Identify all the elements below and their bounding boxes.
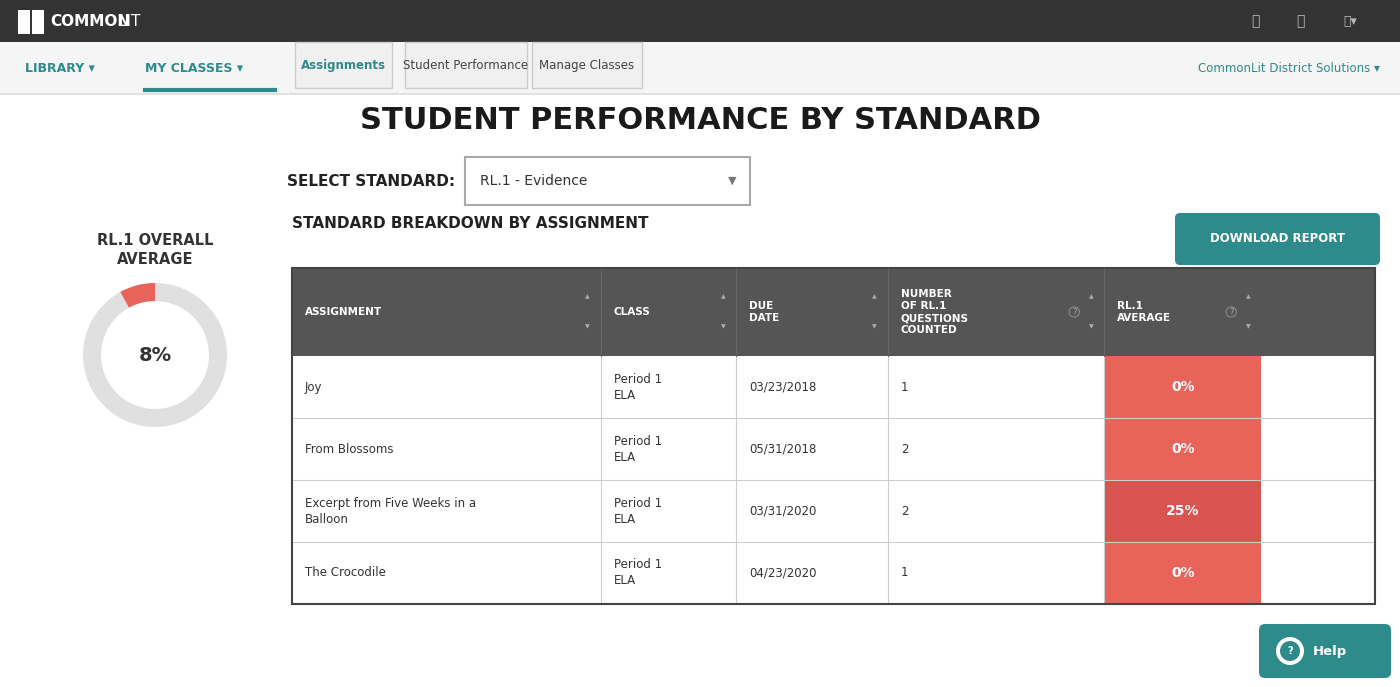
Text: Manage Classes: Manage Classes — [539, 58, 634, 71]
FancyBboxPatch shape — [18, 10, 29, 34]
Text: Help: Help — [1313, 644, 1347, 657]
Text: NUMBER
OF RL.1
QUESTIONS
COUNTED: NUMBER OF RL.1 QUESTIONS COUNTED — [900, 289, 969, 335]
FancyBboxPatch shape — [293, 268, 1375, 356]
Text: LIBRARY ▾: LIBRARY ▾ — [25, 62, 95, 74]
Text: 25%: 25% — [1166, 504, 1200, 518]
Text: MY CLASSES ▾: MY CLASSES ▾ — [146, 62, 244, 74]
Text: ▼: ▼ — [585, 324, 589, 330]
Text: 0%: 0% — [1170, 442, 1194, 456]
Text: ▲: ▲ — [585, 295, 589, 300]
Text: 2: 2 — [900, 442, 909, 455]
Text: ▲: ▲ — [872, 295, 876, 300]
Text: 05/31/2018: 05/31/2018 — [749, 442, 816, 455]
Text: Period 1
ELA: Period 1 ELA — [613, 434, 662, 464]
Circle shape — [101, 301, 209, 409]
Text: ▲: ▲ — [721, 295, 725, 300]
Text: Student Performance: Student Performance — [403, 58, 529, 71]
Text: 04/23/2020: 04/23/2020 — [749, 567, 816, 580]
Text: Period 1
ELA: Period 1 ELA — [613, 559, 662, 587]
Text: ASSIGNMENT: ASSIGNMENT — [305, 307, 382, 317]
FancyBboxPatch shape — [0, 42, 1400, 94]
Circle shape — [1275, 637, 1303, 665]
Text: Period 1
ELA: Period 1 ELA — [613, 497, 662, 526]
FancyBboxPatch shape — [293, 418, 1375, 480]
Text: ▼: ▼ — [1089, 324, 1093, 330]
FancyBboxPatch shape — [293, 542, 1375, 604]
Text: ▼: ▼ — [728, 176, 736, 186]
FancyBboxPatch shape — [0, 0, 1400, 42]
Text: ?: ? — [1072, 308, 1077, 317]
Text: Joy: Joy — [305, 381, 322, 394]
FancyBboxPatch shape — [1105, 418, 1261, 480]
Text: 1: 1 — [900, 567, 909, 580]
Text: CommonLit District Solutions ▾: CommonLit District Solutions ▾ — [1198, 62, 1380, 74]
Text: COMMON: COMMON — [50, 14, 130, 28]
FancyBboxPatch shape — [1105, 356, 1261, 418]
FancyBboxPatch shape — [32, 10, 43, 34]
Text: 03/23/2018: 03/23/2018 — [749, 381, 816, 394]
Text: 0%: 0% — [1170, 380, 1194, 394]
Text: RL.1
AVERAGE: RL.1 AVERAGE — [1117, 301, 1172, 323]
Text: 2: 2 — [900, 504, 909, 517]
FancyBboxPatch shape — [405, 42, 526, 88]
Text: ▼: ▼ — [872, 324, 876, 330]
Text: The Crocodile: The Crocodile — [305, 567, 386, 580]
Text: 🔍: 🔍 — [1250, 14, 1259, 28]
Text: RL.1 - Evidence: RL.1 - Evidence — [480, 174, 588, 188]
Text: ▼: ▼ — [1246, 324, 1250, 330]
Text: LIT: LIT — [119, 14, 141, 28]
FancyBboxPatch shape — [1259, 624, 1392, 678]
Text: 8%: 8% — [139, 346, 172, 365]
Text: 0%: 0% — [1170, 566, 1194, 580]
Text: ▲: ▲ — [1246, 295, 1250, 300]
FancyBboxPatch shape — [1105, 480, 1261, 542]
FancyBboxPatch shape — [1105, 542, 1261, 604]
Text: SELECT STANDARD:: SELECT STANDARD: — [287, 174, 455, 188]
Text: Assignments: Assignments — [301, 58, 386, 71]
Text: 03/31/2020: 03/31/2020 — [749, 504, 816, 517]
FancyBboxPatch shape — [293, 480, 1375, 542]
Text: ▲: ▲ — [1089, 295, 1093, 300]
Text: ▼: ▼ — [721, 324, 725, 330]
Text: 🔔: 🔔 — [1296, 14, 1305, 28]
Text: RL.1 OVERALL
AVERAGE: RL.1 OVERALL AVERAGE — [97, 233, 213, 267]
Text: DUE
DATE: DUE DATE — [749, 301, 780, 323]
FancyBboxPatch shape — [465, 157, 750, 205]
FancyBboxPatch shape — [295, 42, 392, 88]
Circle shape — [1280, 641, 1301, 661]
Text: STUDENT PERFORMANCE BY STANDARD: STUDENT PERFORMANCE BY STANDARD — [360, 106, 1040, 135]
FancyBboxPatch shape — [1175, 213, 1380, 265]
FancyBboxPatch shape — [532, 42, 643, 88]
FancyBboxPatch shape — [293, 356, 1375, 418]
Text: 1: 1 — [900, 381, 909, 394]
Text: From Blossoms: From Blossoms — [305, 442, 393, 455]
Circle shape — [83, 283, 227, 427]
Text: Period 1
ELA: Period 1 ELA — [613, 372, 662, 401]
Text: CLASS: CLASS — [613, 307, 651, 317]
Text: DOWNLOAD REPORT: DOWNLOAD REPORT — [1210, 232, 1345, 245]
Text: 👤▾: 👤▾ — [1343, 14, 1357, 27]
Text: ?: ? — [1287, 646, 1292, 656]
Wedge shape — [120, 283, 155, 355]
Text: STANDARD BREAKDOWN BY ASSIGNMENT: STANDARD BREAKDOWN BY ASSIGNMENT — [293, 216, 648, 231]
Text: Excerpt from Five Weeks in a
Balloon: Excerpt from Five Weeks in a Balloon — [305, 497, 476, 526]
Text: ?: ? — [1229, 308, 1233, 317]
